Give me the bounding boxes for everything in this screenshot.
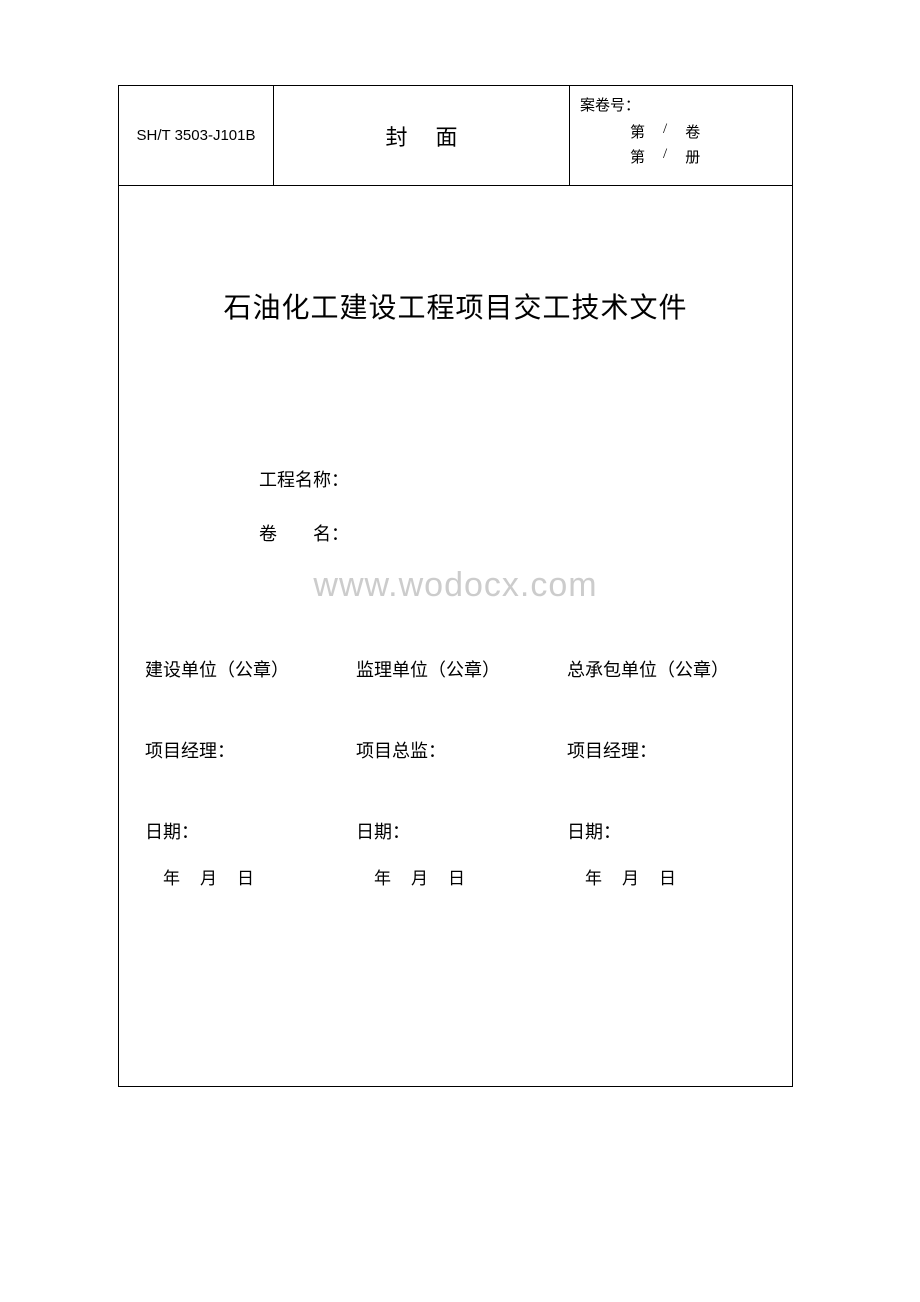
vol-sep: /	[663, 121, 667, 142]
document-frame: SH/T 3503-J101B 封面 案卷号： 第 / 卷 第 / 册 石油化工…	[118, 85, 793, 1087]
project-name-label: 工程名称：	[259, 466, 349, 492]
contractor-unit-stamp: 总承包单位（公章）	[561, 656, 772, 682]
year-3: 年	[585, 864, 602, 889]
date-label-1: 日期：	[145, 818, 350, 844]
form-code: SH/T 3503-J101B	[119, 86, 274, 185]
date-block-2: 日期： 年 月 日	[350, 818, 561, 889]
book-line: 第 / 册	[580, 146, 782, 167]
project-director: 项目总监：	[350, 737, 561, 763]
header-right: 案卷号： 第 / 卷 第 / 册	[570, 86, 792, 185]
fields-block: 工程名称： 卷 名：	[259, 466, 349, 574]
header-title: 封面	[274, 86, 570, 185]
header-row: SH/T 3503-J101B 封面 案卷号： 第 / 卷 第 / 册	[119, 86, 792, 186]
day-1: 日	[237, 864, 254, 889]
volume-name-label: 卷 名：	[259, 520, 349, 546]
case-number-label: 案卷号：	[580, 94, 782, 115]
day-2: 日	[448, 864, 465, 889]
watermark: www.wodocx.com	[313, 566, 597, 605]
year-2: 年	[374, 864, 391, 889]
month-2: 月	[411, 864, 428, 889]
main-title: 石油化工建设工程项目交工技术文件	[119, 186, 792, 326]
year-1: 年	[163, 864, 180, 889]
supervision-unit-stamp: 监理单位（公章）	[350, 656, 561, 682]
month-3: 月	[622, 864, 639, 889]
date-block-1: 日期： 年 月 日	[139, 818, 350, 889]
day-3: 日	[659, 864, 676, 889]
date-block-3: 日期： 年 月 日	[561, 818, 772, 889]
date-label-2: 日期：	[356, 818, 561, 844]
book-unit: 册	[685, 146, 700, 167]
signature-grid: 建设单位（公章） 监理单位（公章） 总承包单位（公章） 项目经理： 项目总监： …	[139, 656, 772, 889]
vol-unit: 卷	[685, 121, 700, 142]
month-1: 月	[200, 864, 217, 889]
volume-line: 第 / 卷	[580, 121, 782, 142]
project-manager-2: 项目经理：	[561, 737, 772, 763]
book-sep: /	[663, 146, 667, 167]
body-area: 石油化工建设工程项目交工技术文件 工程名称： 卷 名： www.wodocx.c…	[119, 186, 792, 1086]
vol-prefix: 第	[630, 121, 645, 142]
book-prefix: 第	[630, 146, 645, 167]
date-label-3: 日期：	[567, 818, 772, 844]
construction-unit-stamp: 建设单位（公章）	[139, 656, 350, 682]
project-manager-1: 项目经理：	[139, 737, 350, 763]
